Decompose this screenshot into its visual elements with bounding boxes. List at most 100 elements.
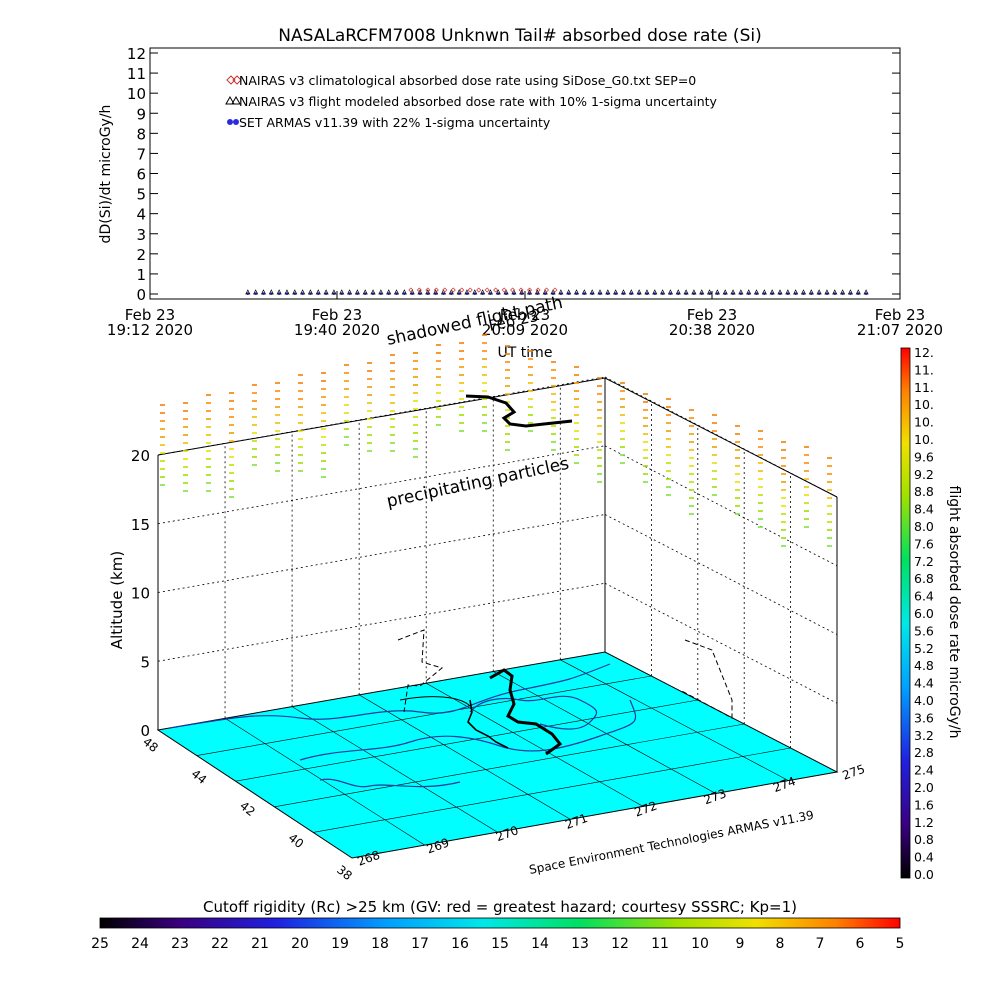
flight-path-ground-track [467,699,509,749]
rigidity-colorbar-tick-label: 21 [251,936,269,952]
altitude-gridline [157,514,606,593]
armas-point [708,292,711,295]
nairas-climatological-point [501,287,507,293]
armas-point [473,292,477,295]
rigidity-colorbar-tick-label: 17 [411,936,429,952]
legend-label: NAIRAS v3 climatological absorbed dose r… [239,73,696,88]
nairas-climatological-point [476,287,482,293]
armas-point [630,292,633,295]
coastline [169,663,611,729]
armas-point [810,292,813,295]
armas-point [684,292,688,295]
flight-path-ground [489,668,563,756]
dose-colorbar-tick-label: 0.4 [914,850,934,865]
dose-colorbar-tick-label: 6.0 [914,606,934,621]
armas-point [395,292,398,295]
ground-gridline [196,675,652,756]
shadow-projection [397,629,444,713]
armas-point [778,292,782,295]
armas-point [489,292,492,295]
armas-point [434,292,437,295]
altitude-gridline [157,445,606,525]
nairas-climatological-point [416,287,422,293]
rigidity-colorbar-tick-label: 23 [171,936,189,952]
state-boundary [399,696,471,707]
nairas-flight-point [386,289,392,295]
armas-point [457,292,461,295]
chart-title: NASALaRCFM7008 Unknwn Tail# absorbed dos… [278,26,761,46]
dose-colorbar-tick-label: 6.4 [914,589,934,604]
nairas-flight-point [480,289,486,295]
nairas-flight-point [268,289,274,295]
rigidity-colorbar-tick-label: 25 [91,936,109,952]
armas-point [356,292,359,295]
armas-point [379,292,383,295]
3d-gridlines [157,376,838,846]
dose-colorbar-tick-label: 3.2 [914,728,934,743]
armas-point [270,292,273,295]
dose-colorbar-tick-label: 2.8 [914,745,934,760]
y-tick-label: 0 [136,286,146,304]
nairas-flight-point [777,289,783,295]
armas-point [371,292,375,295]
legend-marker [227,119,233,125]
y-tick-label: 12 [127,45,146,63]
altitude-tick-label: 20 [131,447,150,465]
dose-colorbar-tick-label: 10. [914,397,934,412]
dose-colorbar-ticks: 0.0 0.4 0.8 1.2 1.6 2.0 2.4 2.8 3.2 3.6 4.0 4.4 4.8 5… [914,345,934,882]
altitude-tick-label: 0 [140,722,150,740]
dose-colorbar-tick-label: 9.6 [914,449,934,464]
x-tick-label-time: 20:38 2020 [669,321,755,339]
armas-point [637,292,641,295]
ground-gridline [291,706,498,833]
coastline [299,699,637,761]
armas-point [567,292,570,295]
dose-colorbar-tick-label: 8.4 [914,502,934,517]
dose-colorbar-tick-label: 2.4 [914,763,934,778]
armas-point [246,292,250,295]
armas-point [543,292,547,295]
nairas-climatological-point [544,287,550,293]
nairas-flight-point [753,289,760,295]
nairas-flight-point [558,289,564,295]
coastlines [169,629,733,788]
armas-point [426,292,430,295]
armas-point [583,292,586,295]
legend-marker [233,119,239,125]
rigidity-colorbar-tick-label: 12 [611,936,629,952]
dose-colorbar-tick-label: 8.8 [914,484,934,499]
armas-point [692,292,696,295]
armas-point [363,292,367,295]
armas-point [465,292,469,295]
nairas-climatological-point [527,287,533,293]
rigidity-colorbar-tick-label: 22 [211,936,229,952]
armas-point [825,292,829,295]
y-tick-label: 2 [136,246,146,264]
nairas-flight-point [832,289,838,295]
x-tick-label-date: Feb 23 [875,306,925,324]
rigidity-colorbar-tick-label: 18 [371,936,389,952]
dose-colorbar-tick-label: 7.6 [914,536,934,551]
dose-colorbar-tick-label: 4.0 [914,693,934,708]
nairas-flight-point [495,289,501,295]
nairas-flight-point [307,289,314,295]
rigidity-colorbar-tick-label: 20 [291,936,309,952]
nairas-climatological-point [442,287,448,293]
dose-colorbar-tick-label: 4.4 [914,676,934,691]
nairas-flight-point [636,289,642,295]
armas-point [450,292,453,295]
legend: NAIRAS v3 climatological absorbed dose r… [225,73,718,130]
ground-gridline [560,659,789,781]
armas-point [512,292,516,295]
nairas-flight-point [863,289,869,295]
y-tick-label: 1 [136,266,146,284]
nairas-flight-point [699,289,705,295]
dose-colorbar-tick-label: 10. [914,415,934,430]
nairas-flight-point [769,289,775,295]
armas-point [254,292,257,295]
nairas-flight-point [840,289,846,295]
armas-point [504,292,508,295]
nairas-flight-point [847,289,854,295]
ground-gridline [426,682,644,807]
